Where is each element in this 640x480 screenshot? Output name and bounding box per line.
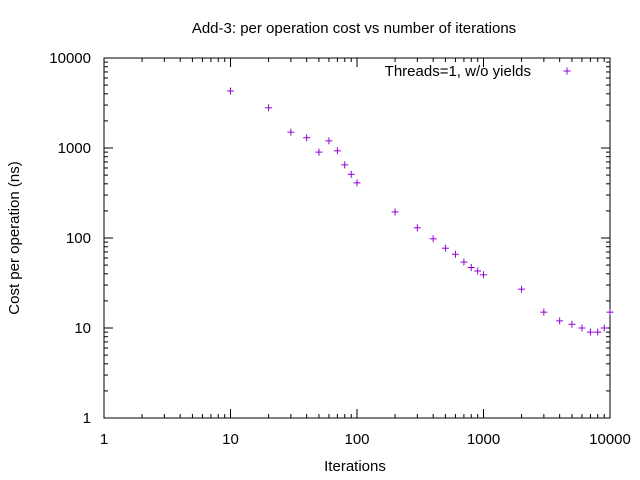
- data-point: [586, 328, 594, 336]
- data-points: [227, 87, 614, 336]
- axis-ticks: [103, 57, 611, 419]
- x-tick-label: 1: [100, 431, 108, 448]
- data-point: [578, 324, 586, 332]
- plot-frame: [103, 57, 611, 419]
- data-point: [540, 308, 548, 316]
- data-point: [315, 148, 323, 156]
- data-point: [227, 87, 234, 95]
- data-point: [303, 134, 311, 142]
- data-point: [325, 137, 333, 145]
- y-tick-label: 1000: [58, 140, 91, 157]
- data-point: [556, 317, 564, 325]
- data-point: [460, 258, 468, 266]
- x-axis-label: Iterations: [324, 458, 386, 475]
- data-point: [594, 328, 602, 336]
- legend-marker-plus: [563, 67, 571, 75]
- data-point: [480, 271, 487, 279]
- y-tick-label: 10: [74, 320, 91, 337]
- data-point: [353, 179, 361, 187]
- y-tick-label: 10000: [49, 50, 91, 67]
- x-tick-label: 1000: [467, 431, 500, 448]
- y-tick-labels: 1 10 100 1000 10000: [49, 50, 91, 427]
- data-point: [413, 224, 421, 232]
- data-point: [333, 147, 341, 155]
- data-point: [429, 235, 437, 243]
- x-tick-label: 10000: [589, 431, 631, 448]
- x-tick-label: 100: [344, 431, 369, 448]
- data-point: [606, 308, 614, 316]
- data-point: [600, 324, 608, 332]
- data-point: [568, 320, 576, 328]
- x-tick-label: 10: [222, 431, 239, 448]
- legend-marker: [563, 67, 571, 75]
- x-tick-labels: 1 10 100 1000 10000: [100, 431, 631, 448]
- data-point: [474, 267, 482, 275]
- data-point: [265, 104, 273, 112]
- data-point: [451, 250, 459, 258]
- legend-label: Threads=1, w/o yields: [385, 63, 531, 80]
- y-tick-label: 100: [66, 230, 91, 247]
- data-point: [341, 161, 349, 169]
- data-point: [467, 264, 475, 272]
- data-point: [287, 128, 295, 136]
- data-point: [347, 170, 355, 178]
- legend: Threads=1, w/o yields: [385, 63, 571, 80]
- y-tick-label: 1: [83, 410, 91, 427]
- chart-title: Add-3: per operation cost vs number of i…: [192, 20, 516, 37]
- data-point: [441, 244, 449, 252]
- data-point: [518, 285, 526, 293]
- data-point: [391, 208, 399, 216]
- y-axis-label: Cost per operation (ns): [6, 161, 23, 314]
